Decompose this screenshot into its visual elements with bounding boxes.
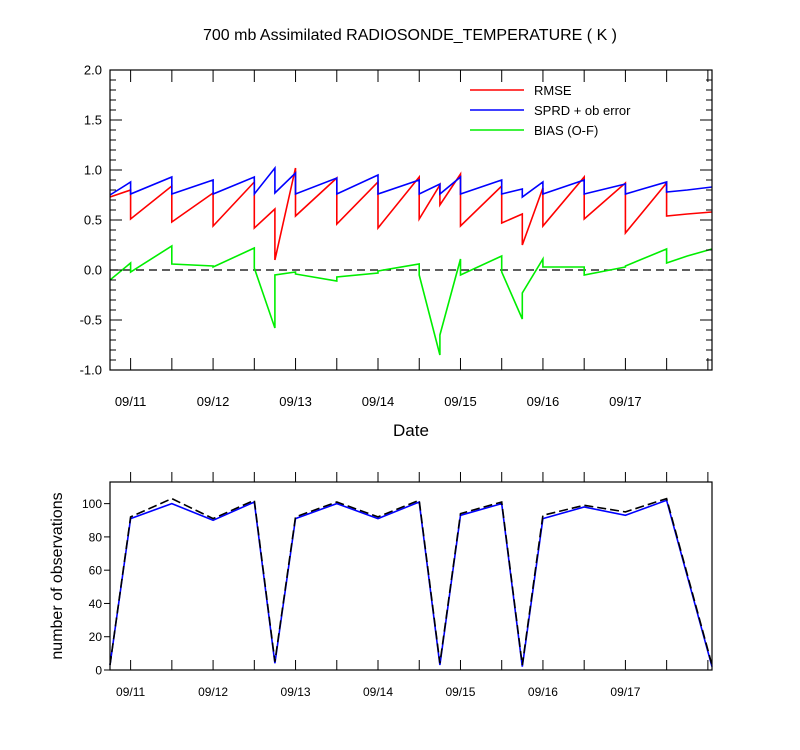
- legend: RMSE SPRD + ob error BIAS (O-F): [470, 83, 631, 138]
- chart-title: 700 mb Assimilated RADIOSONDE_TEMPERATUR…: [203, 27, 617, 44]
- bottom-plot-frame: [109, 481, 713, 671]
- top-panel: 700 mb Assimilated RADIOSONDE_TEMPERATUR…: [80, 27, 713, 440]
- y-tick-label: 0.0: [84, 263, 102, 278]
- y-tick-label: 2.0: [84, 63, 102, 78]
- x-tick-label: 09/11: [115, 394, 147, 409]
- legend-label: BIAS (O-F): [534, 123, 598, 138]
- series-line-observations-total: [109, 497, 713, 666]
- x-tick-label: 09/13: [281, 685, 311, 699]
- x-axis-title: Date: [393, 421, 429, 440]
- x-tick-label: 09/17: [609, 394, 642, 409]
- x-tick-label: 09/15: [445, 685, 475, 699]
- x-tick-label: 09/14: [363, 685, 393, 699]
- y-tick-label: 1.5: [84, 113, 102, 128]
- legend-label: SPRD + ob error: [534, 103, 631, 118]
- y-tick-label: 80: [89, 530, 103, 544]
- series-line-observations-assimilated: [109, 499, 713, 667]
- series-line-rmse: [109, 167, 713, 261]
- y-tick-label: 100: [82, 497, 102, 511]
- x-tick-label: 09/12: [198, 685, 228, 699]
- series-line-sprd-ob-error: [109, 165, 713, 199]
- series-line-bias-o-f: [109, 244, 713, 356]
- y-tick-label: 0.5: [84, 213, 102, 228]
- y-tick-label: 1.0: [84, 163, 102, 178]
- x-tick-label: 09/16: [527, 394, 560, 409]
- y-tick-label: 40: [89, 597, 103, 611]
- legend-label: RMSE: [534, 83, 572, 98]
- y-axis-title-observations: number of observations: [49, 492, 66, 659]
- y-tick-label: 20: [89, 630, 103, 644]
- x-tick-label: 09/13: [279, 394, 312, 409]
- y-tick-label: -1.0: [80, 363, 102, 378]
- bottom-panel: 0 20 40 60 80 100 09/11 09/12 09/13 09/14 09/15 09…: [49, 472, 713, 699]
- y-tick-label: 60: [89, 564, 103, 578]
- x-tick-label: 09/17: [610, 685, 640, 699]
- x-tick-label: 09/11: [116, 685, 145, 699]
- y-tick-label: -0.5: [80, 313, 102, 328]
- x-tick-label: 09/12: [197, 394, 230, 409]
- x-tick-label: 09/15: [444, 394, 477, 409]
- y-tick-label: 0: [95, 664, 102, 678]
- x-tick-label: 09/14: [362, 394, 395, 409]
- x-tick-label: 09/16: [528, 685, 558, 699]
